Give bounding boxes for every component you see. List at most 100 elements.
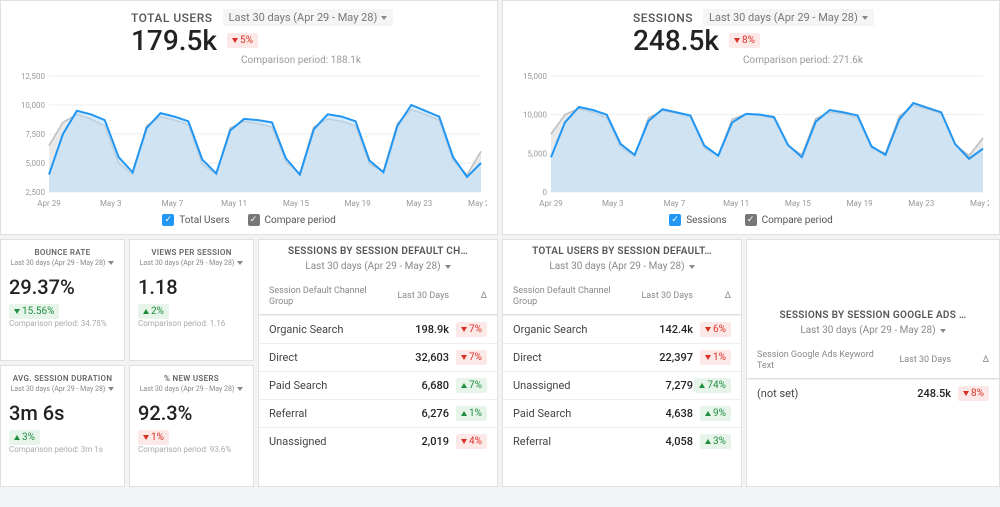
row-value: 22,397 [623,351,693,364]
table-row[interactable]: Organic Search142.4k6% [503,315,741,343]
row-label: Referral [269,407,379,420]
small-col-2: VIEWS PER SESSION Last 30 days (Apr 29 -… [129,239,254,487]
row-delta: 8% [951,386,989,401]
legend-main[interactable]: ✓ Total Users [162,214,229,226]
row-label: Direct [513,351,623,364]
checkbox-icon: ✓ [162,214,174,226]
table-row[interactable]: Referral6,2761% [259,399,497,427]
row-value: 248.5k [881,387,951,400]
arrow-up-icon [699,383,705,388]
legend-main-label: Total Users [179,215,229,226]
table-title: SESSIONS BY SESSION GOOGLE ADS … [747,310,999,321]
table-row[interactable]: Referral4,0583% [503,427,741,455]
chevron-down-icon [108,261,114,265]
table-row[interactable]: Paid Search6,6807% [259,371,497,399]
delta-badge: 4% [456,434,487,449]
delta-value: 1% [151,432,164,443]
period-dropdown[interactable]: Last 30 days (Apr 29 - May 28) [259,261,497,272]
arrow-up-icon [461,383,467,388]
row-label: Paid Search [269,379,379,392]
arrow-down-icon [705,327,711,332]
comparison-text: Comparison period: 188.1k [11,55,487,66]
row-value: 142.4k [623,323,693,336]
svg-text:May 7: May 7 [162,199,184,208]
delta-badge: 7% [456,322,487,337]
arrow-up-icon [143,309,149,314]
table-row[interactable]: Unassigned2,0194% [259,427,497,455]
head-col2: Last 30 Days [881,355,951,366]
period-dropdown[interactable]: Last 30 days (Apr 29 - May 28) [9,259,116,267]
arrow-down-icon [734,38,740,43]
delta-value: 2% [151,306,164,317]
table-row[interactable]: Unassigned7,27974% [503,371,741,399]
svg-text:5,000: 5,000 [25,159,45,168]
big-number-row: 179.5k 5% [11,24,487,57]
period-label: Last 30 days (Apr 29 - May 28) [140,259,235,267]
delta-badge: 8% [729,33,760,48]
checkbox-icon: ✓ [745,214,757,226]
metric-value: 29.37% [9,275,116,299]
svg-text:Apr 29: Apr 29 [539,199,562,208]
comparison-text: Comparison period: 271.6k [513,55,989,66]
svg-text:May 3: May 3 [100,199,122,208]
metric-value: 92.3% [138,401,245,425]
period-dropdown[interactable]: Last 30 days (Apr 29 - May 28) [9,385,116,393]
table-row[interactable]: Direct22,397 1% [503,343,741,371]
delta-value: 8% [971,388,984,399]
metric-views-per-session: VIEWS PER SESSION Last 30 days (Apr 29 -… [129,239,254,361]
metric-title: % NEW USERS [138,374,245,383]
row-label: Direct [269,351,379,364]
metric-title: AVG. SESSION DURATION [9,374,116,383]
chevron-down-icon [237,261,243,265]
metric-avg-session-duration: AVG. SESSION DURATION Last 30 days (Apr … [0,365,125,487]
period-dropdown[interactable]: Last 30 days (Apr 29 - May 28) [138,385,245,393]
head-col3: Δ [449,291,487,302]
chart-card-sessions: SESSIONS Last 30 days (Apr 29 - May 28) … [502,0,1000,235]
period-dropdown[interactable]: Last 30 days (Apr 29 - May 28) [703,9,874,26]
head-col1: Session Google Ads Keyword Text [757,350,881,372]
table-head: Session Default Channel Group Last 30 Da… [503,280,741,315]
row-label: Organic Search [269,323,379,336]
chevron-down-icon [862,16,868,20]
chart-card-total-users: TOTAL USERS Last 30 days (Apr 29 - May 2… [0,0,498,235]
bottom-row: BOUNCE RATE Last 30 days (Apr 29 - May 2… [0,239,1000,487]
metric-bounce-rate: BOUNCE RATE Last 30 days (Apr 29 - May 2… [0,239,125,361]
svg-text:10,000: 10,000 [21,101,46,110]
row-label: Unassigned [269,435,379,448]
comparison-text: Comparison period: 3m 1s [9,445,116,454]
svg-text:May 27: May 27 [468,199,487,208]
legend-main-label: Sessions [686,215,726,226]
svg-text:0: 0 [543,188,548,197]
period-label: Last 30 days (Apr 29 - May 28) [800,325,935,336]
chart-svg-total-users: 2,5005,0007,50010,00012,500Apr 29May 3Ma… [11,70,487,210]
metric-value: 3m 6s [9,401,116,425]
head-col2: Last 30 Days [623,291,693,302]
legend-compare[interactable]: ✓ Compare period [745,214,833,226]
period-dropdown[interactable]: Last 30 days (Apr 29 - May 28) [503,261,741,272]
row-delta: 7% [449,378,487,393]
table-row[interactable]: (not set)248.5k8% [747,379,999,407]
table-row[interactable]: Organic Search198.9k7% [259,315,497,343]
period-label: Last 30 days (Apr 29 - May 28) [549,261,684,272]
period-dropdown[interactable]: Last 30 days (Apr 29 - May 28) [223,9,394,26]
row-delta: 7% [449,322,487,337]
row-value: 6,276 [379,407,449,420]
delta-value: 1% [713,352,726,363]
svg-text:10,000: 10,000 [523,111,548,120]
table-row[interactable]: Direct32,6037% [259,343,497,371]
legend-compare[interactable]: ✓ Compare period [248,214,336,226]
period-dropdown[interactable]: Last 30 days (Apr 29 - May 28) [138,259,245,267]
legend-main[interactable]: ✓ Sessions [669,214,726,226]
svg-text:May 23: May 23 [908,199,934,208]
table-title: SESSIONS BY SESSION DEFAULT CH… [259,246,497,257]
comparison-text: Comparison period: 93.6% [138,445,245,454]
period-dropdown[interactable]: Last 30 days (Apr 29 - May 28) [747,325,999,336]
row-delta: 1% [693,350,731,365]
metric-title: VIEWS PER SESSION [138,248,245,257]
arrow-down-icon [705,355,711,360]
delta-value: 6% [713,324,726,335]
table-google-ads: SESSIONS BY SESSION GOOGLE ADS … Last 30… [746,239,1000,487]
table-head: Session Default Channel Group Last 30 Da… [259,280,497,315]
row-value: 6,680 [379,379,449,392]
table-row[interactable]: Paid Search4,6389% [503,399,741,427]
